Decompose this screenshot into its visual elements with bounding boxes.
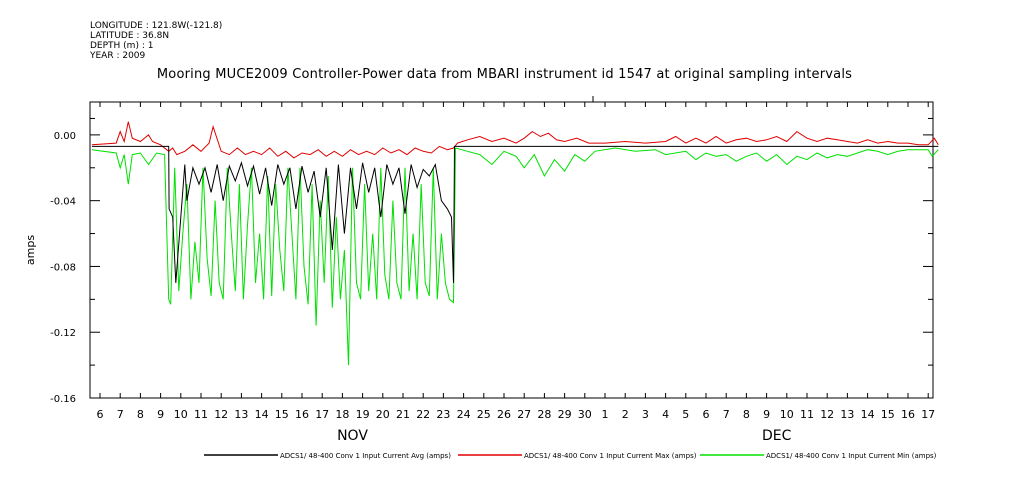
x-tick-label: 9 xyxy=(763,408,770,421)
x-tick-label: 28 xyxy=(537,408,551,421)
x-tick-label: 27 xyxy=(517,408,531,421)
series-line-min xyxy=(92,148,938,365)
x-tick-label: 22 xyxy=(416,408,430,421)
y-tick-label: -0.08 xyxy=(50,262,76,273)
x-tick-label: 17 xyxy=(921,408,935,421)
x-tick-label: 23 xyxy=(436,408,450,421)
y-axis-label: amps xyxy=(24,235,37,265)
x-tick-label: 16 xyxy=(295,408,309,421)
x-tick-label: 4 xyxy=(662,408,669,421)
x-tick-label: 10 xyxy=(780,408,794,421)
series-line-max xyxy=(92,122,938,158)
x-tick-label: 10 xyxy=(174,408,188,421)
y-tick-label: -0.12 xyxy=(50,328,76,339)
x-tick-label: 6 xyxy=(703,408,710,421)
x-tick-label: 7 xyxy=(117,408,124,421)
x-tick-label: 30 xyxy=(578,408,592,421)
x-tick-label: 12 xyxy=(214,408,228,421)
x-tick-label: 6 xyxy=(97,408,104,421)
x-tick-label: 8 xyxy=(743,408,750,421)
x-tick-label: 21 xyxy=(396,408,410,421)
x-tick-label: 11 xyxy=(800,408,814,421)
month-label: DEC xyxy=(762,428,792,444)
legend-label-avg: ADCS1/ 48-400 Conv 1 Input Current Avg (… xyxy=(280,452,451,460)
x-tick-label: 3 xyxy=(642,408,649,421)
month-label: NOV xyxy=(337,428,368,444)
x-tick-label: 9 xyxy=(157,408,164,421)
x-tick-label: 20 xyxy=(376,408,390,421)
x-tick-label: 12 xyxy=(820,408,834,421)
legend-label-max: ADCS1/ 48-400 Conv 1 Input Current Max (… xyxy=(524,452,697,460)
x-tick-label: 13 xyxy=(234,408,248,421)
x-tick-label: 25 xyxy=(477,408,491,421)
x-tick-label: 2 xyxy=(622,408,629,421)
x-tick-label: 13 xyxy=(840,408,854,421)
x-tick-label: 15 xyxy=(881,408,895,421)
y-tick-label: -0.04 xyxy=(50,197,76,208)
y-tick-label: -0.16 xyxy=(50,394,76,405)
x-tick-label: 19 xyxy=(356,408,370,421)
x-tick-label: 24 xyxy=(457,408,471,421)
x-tick-label: 1 xyxy=(602,408,609,421)
x-tick-label: 26 xyxy=(497,408,511,421)
y-tick-label: 0.00 xyxy=(54,131,76,142)
x-tick-label: 15 xyxy=(275,408,289,421)
x-tick-label: 14 xyxy=(255,408,269,421)
x-tick-label: 7 xyxy=(723,408,730,421)
legend-label-min: ADCS1/ 48-400 Conv 1 Input Current Min (… xyxy=(766,452,937,460)
x-tick-label: 11 xyxy=(194,408,208,421)
series-line-avg xyxy=(92,146,938,283)
x-tick-label: 29 xyxy=(558,408,572,421)
x-tick-label: 18 xyxy=(335,408,349,421)
x-tick-label: 14 xyxy=(861,408,875,421)
x-tick-label: 5 xyxy=(682,408,689,421)
x-tick-label: 17 xyxy=(315,408,329,421)
x-tick-label: 8 xyxy=(137,408,144,421)
x-tick-label: 16 xyxy=(901,408,915,421)
